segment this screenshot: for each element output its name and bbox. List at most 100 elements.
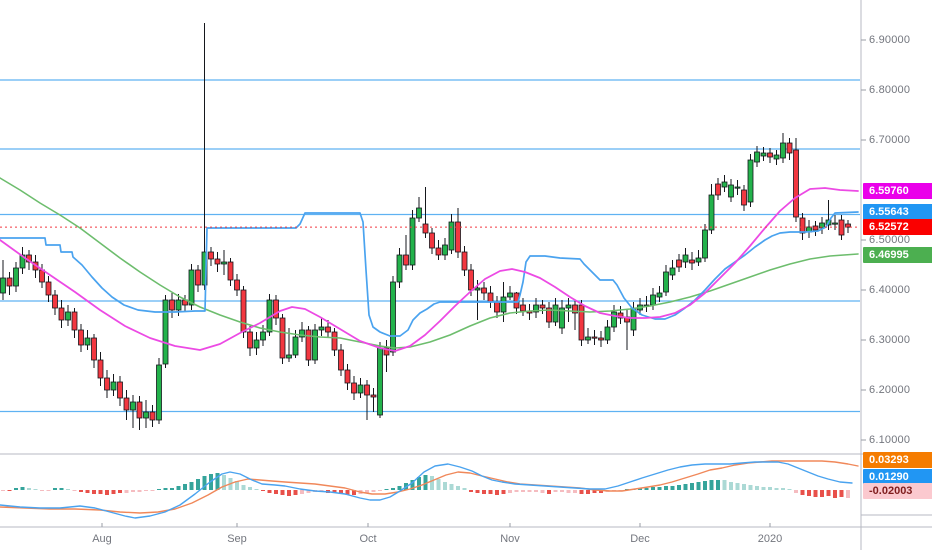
macd-histogram-bar: [391, 488, 395, 490]
candle-body-up: [708, 194, 715, 231]
macd-histogram-bar: [397, 486, 402, 490]
candle-body-down: [351, 382, 357, 394]
candle-body-up: [604, 326, 611, 341]
macd-histogram-bar: [670, 486, 675, 490]
macd-histogram-bar: [800, 490, 805, 495]
macd-histogram-bar: [703, 481, 707, 490]
macd-histogram-bar: [508, 490, 512, 493]
price-tick-label: 6.70000: [869, 134, 911, 146]
candle-body-down: [591, 336, 598, 339]
candle-body-down: [331, 331, 338, 351]
candle-body-down: [845, 223, 851, 228]
macd-histogram-bar: [118, 490, 122, 493]
candle-body-down: [6, 277, 13, 287]
macd-histogram-bar: [59, 488, 64, 490]
macd-histogram-bar: [79, 490, 83, 492]
ma-price-label-green: 6.46995: [863, 247, 932, 264]
candle-body-up: [780, 142, 786, 159]
macd-histogram-bar: [33, 489, 38, 490]
candle-body-up: [221, 261, 227, 265]
macd-histogram-bar: [339, 490, 343, 494]
candle-body-down: [799, 217, 806, 234]
candle-body-up: [533, 304, 539, 313]
candle-body-down: [481, 287, 487, 294]
price-tick-label: 6.50000: [869, 234, 911, 246]
candle-body-down: [539, 304, 546, 309]
candle-body-up: [19, 254, 26, 269]
candle-body-up: [260, 331, 266, 341]
macd-histogram-bar: [105, 490, 109, 495]
macd-histogram-bar: [85, 490, 90, 493]
candle-body-up: [299, 329, 305, 338]
candle-body-down: [273, 299, 279, 319]
candle-body-up: [773, 154, 780, 160]
macd-histogram-bar: [241, 485, 246, 490]
macd-histogram-bar: [722, 480, 727, 490]
candle-body-up: [188, 269, 195, 306]
macd-histogram-bar: [1, 490, 5, 491]
macd-histogram-bar: [449, 484, 454, 490]
candle-body-down: [793, 149, 799, 218]
candle-body-up: [377, 347, 383, 416]
candle-body-down: [71, 311, 78, 331]
macd-histogram-bar: [768, 487, 772, 490]
macd-histogram-bar: [820, 490, 824, 497]
macd-histogram-bar: [794, 490, 798, 493]
macd-histogram-bar: [137, 490, 142, 492]
candle-body-down: [572, 304, 578, 314]
candle-body-up: [656, 292, 663, 298]
macd-histogram-bar: [774, 488, 779, 490]
macd-histogram-bar: [573, 490, 577, 493]
time-tick-2020: 2020: [757, 533, 783, 545]
macd-histogram-bar: [514, 490, 519, 492]
candle-body-down: [78, 329, 84, 346]
candle-body-up: [0, 277, 6, 294]
candle-body-up: [357, 384, 364, 394]
macd-histogram-bar: [20, 487, 25, 490]
macd-histogram-bar: [781, 488, 785, 490]
macd-histogram-bar: [287, 490, 291, 496]
ma-price-label-magenta: 6.59760: [863, 183, 932, 200]
macd-histogram-bar: [436, 479, 441, 490]
candle-body-down: [461, 251, 468, 271]
candle-body-up: [143, 411, 149, 419]
macd-histogram-bar: [579, 490, 584, 494]
macd-histogram-bar: [839, 490, 844, 497]
macd-histogram-bar: [664, 486, 668, 490]
macd-histogram-bar: [163, 488, 168, 490]
macd-histogram-bar: [456, 486, 460, 490]
ma-price-label-blue: 6.55643: [863, 203, 932, 220]
macd-histogram-bar: [729, 482, 733, 490]
candle-body-down: [370, 394, 377, 398]
macd-histogram-bar: [495, 490, 499, 495]
candle-body-down: [403, 254, 409, 266]
candle-body-down: [91, 337, 97, 361]
macd-histogram-bar: [709, 480, 714, 490]
candle-body-up: [552, 304, 559, 323]
candle-body-down: [227, 261, 234, 281]
candle-body-up: [760, 152, 767, 157]
macd-histogram-bar: [131, 490, 135, 492]
price-tick-label: 6.90000: [869, 34, 911, 46]
macd-main-line: [0, 461, 853, 519]
candle-body-down: [136, 401, 143, 419]
candle-body-down: [786, 142, 793, 154]
macd-histogram-bar: [222, 475, 226, 490]
macd-histogram-bar: [183, 484, 187, 490]
macd-histogram-bar: [150, 490, 155, 491]
candle-body-down: [58, 307, 65, 321]
ma-line-blue: [0, 211, 859, 337]
candle-body-down: [598, 337, 604, 341]
macd-histogram-bar: [430, 476, 434, 490]
macd-histogram-bar: [696, 482, 701, 490]
candle-body-down: [279, 317, 286, 359]
candle-body-up: [507, 292, 513, 298]
macd-histogram-bar: [345, 490, 350, 495]
macd-histogram-bar: [170, 488, 174, 490]
candle-body-up: [286, 354, 292, 359]
candle-body-down: [520, 304, 526, 312]
macd-histogram-bar: [742, 484, 746, 490]
macd-histogram-bar: [66, 489, 70, 490]
